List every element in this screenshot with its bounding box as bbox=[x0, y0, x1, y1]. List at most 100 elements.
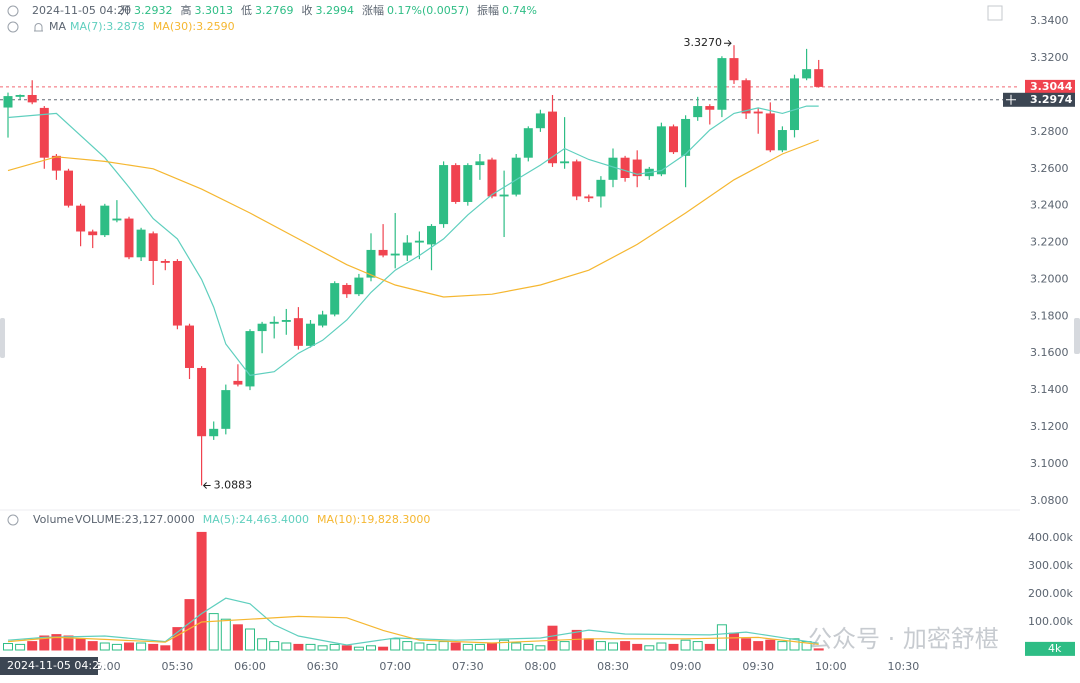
candle-body bbox=[572, 161, 582, 197]
y-tick-label: 3.3200 bbox=[1030, 51, 1069, 64]
price-tag-label: 3.3044 bbox=[1030, 80, 1073, 93]
volume-bar bbox=[753, 641, 764, 651]
volume-bar bbox=[63, 635, 74, 651]
info-value: 3.2932 bbox=[134, 4, 173, 17]
candle-body bbox=[802, 69, 812, 79]
volume-bar bbox=[571, 629, 582, 651]
volume-legend-title: Volume bbox=[33, 513, 74, 526]
candle-body bbox=[378, 249, 388, 256]
y-tick-label: 3.2400 bbox=[1030, 199, 1069, 212]
watermark: 公众号 · 加密舒椹 bbox=[808, 625, 999, 653]
volume-bar bbox=[245, 628, 255, 651]
candle-body bbox=[15, 94, 25, 97]
volume-bar bbox=[366, 645, 376, 651]
volume-bar bbox=[341, 645, 352, 651]
candle-body bbox=[342, 284, 352, 295]
volume-bar bbox=[595, 641, 606, 651]
volume-bar bbox=[547, 625, 558, 651]
x-tick-label: 06:00 bbox=[234, 660, 266, 673]
y-tick-label: 3.1000 bbox=[1030, 457, 1069, 470]
crosshair-time-label: 2024-11-05 04:20 bbox=[7, 659, 106, 672]
candle-body bbox=[548, 111, 557, 164]
candle-body bbox=[656, 126, 666, 175]
volume-bar bbox=[75, 638, 86, 651]
candle-body bbox=[197, 367, 207, 437]
candle-body bbox=[124, 218, 134, 258]
candle-body bbox=[499, 194, 509, 197]
candle-body bbox=[88, 231, 98, 236]
volume-tick-label: 300.00k bbox=[1028, 559, 1073, 572]
volume-bar bbox=[559, 641, 570, 651]
candle-body bbox=[306, 323, 315, 346]
right-handle[interactable] bbox=[1074, 318, 1080, 354]
candle-body bbox=[790, 78, 799, 131]
volume-bar bbox=[124, 642, 134, 651]
candle-body bbox=[729, 58, 739, 81]
volume-tick-label: 200.00k bbox=[1028, 587, 1073, 600]
overlay: 2024-11-05 04:20开 3.2932 高 3.3013 低 3.2769 收 3.… bbox=[0, 3, 1075, 675]
volume-bar bbox=[353, 646, 364, 651]
volume-bar bbox=[281, 642, 292, 651]
volume-bar bbox=[148, 643, 159, 651]
volume-bar bbox=[329, 643, 340, 651]
collapse-icon[interactable] bbox=[7, 5, 19, 17]
candle-body bbox=[451, 165, 461, 202]
volume-bar bbox=[15, 643, 26, 651]
volume-bar bbox=[111, 643, 122, 651]
candle-body bbox=[269, 321, 279, 324]
volume-bar bbox=[680, 639, 691, 651]
info-value: 3.2994 bbox=[316, 4, 355, 17]
x-tick-label: 06:30 bbox=[307, 660, 339, 673]
volume-legend-item: MA(10):19,828.3000 bbox=[317, 513, 430, 526]
volume-bar bbox=[813, 648, 824, 651]
low-label: 3.0883 bbox=[214, 478, 253, 491]
candle-body bbox=[3, 96, 13, 108]
volume-legend-item: MA(5):24,463.4000 bbox=[203, 513, 309, 526]
volume-bar bbox=[87, 641, 98, 651]
candle-body bbox=[741, 80, 751, 114]
candle-body bbox=[511, 157, 521, 195]
alert-icon[interactable] bbox=[34, 23, 43, 32]
candle-body bbox=[112, 218, 122, 221]
info-value: 3.3013 bbox=[195, 4, 234, 17]
arrow bbox=[202, 482, 211, 489]
ma-line bbox=[7, 105, 819, 377]
candle-body bbox=[390, 253, 400, 256]
y-tick-label: 3.0800 bbox=[1030, 494, 1069, 507]
y-tick-label: 3.1800 bbox=[1030, 309, 1069, 322]
volume-tick-label: 400.00k bbox=[1028, 531, 1073, 544]
volume-bar bbox=[172, 627, 183, 651]
volume-bar bbox=[378, 646, 389, 651]
volume-bar bbox=[644, 645, 655, 651]
candle-body bbox=[148, 233, 158, 261]
info-label: 收 bbox=[302, 3, 313, 17]
candle-body bbox=[717, 58, 727, 110]
y-tick-label: 3.2800 bbox=[1030, 125, 1069, 138]
candle-body bbox=[209, 428, 219, 437]
candle-body bbox=[354, 277, 364, 295]
left-handle[interactable] bbox=[0, 318, 5, 358]
volume-bar bbox=[232, 624, 243, 651]
volume-bar bbox=[39, 635, 50, 651]
candle-body bbox=[402, 242, 412, 256]
volume-tick-label: 100.00k bbox=[1028, 615, 1073, 628]
volume-bar bbox=[426, 643, 437, 651]
candle-body bbox=[584, 196, 594, 199]
volume-bar bbox=[27, 641, 38, 651]
crosshair-time: 2024-11-05 04:20 bbox=[32, 4, 131, 17]
high-label: 3.3270 bbox=[684, 36, 723, 49]
candle-body bbox=[318, 314, 328, 326]
y-tick-label: 3.1600 bbox=[1030, 346, 1069, 359]
collapse-icon[interactable] bbox=[7, 514, 19, 526]
candle-body bbox=[172, 260, 182, 326]
candle-body bbox=[777, 130, 787, 151]
candle-body bbox=[765, 113, 775, 151]
x-tick-label: 07:00 bbox=[379, 660, 411, 673]
candle-body bbox=[753, 111, 763, 114]
volume-bar bbox=[317, 645, 328, 651]
volume-bar bbox=[765, 639, 776, 651]
collapse-icon[interactable] bbox=[7, 21, 19, 33]
fullscreen-icon[interactable] bbox=[987, 5, 1003, 21]
candle-body bbox=[366, 249, 376, 278]
volume-bar bbox=[3, 643, 13, 651]
